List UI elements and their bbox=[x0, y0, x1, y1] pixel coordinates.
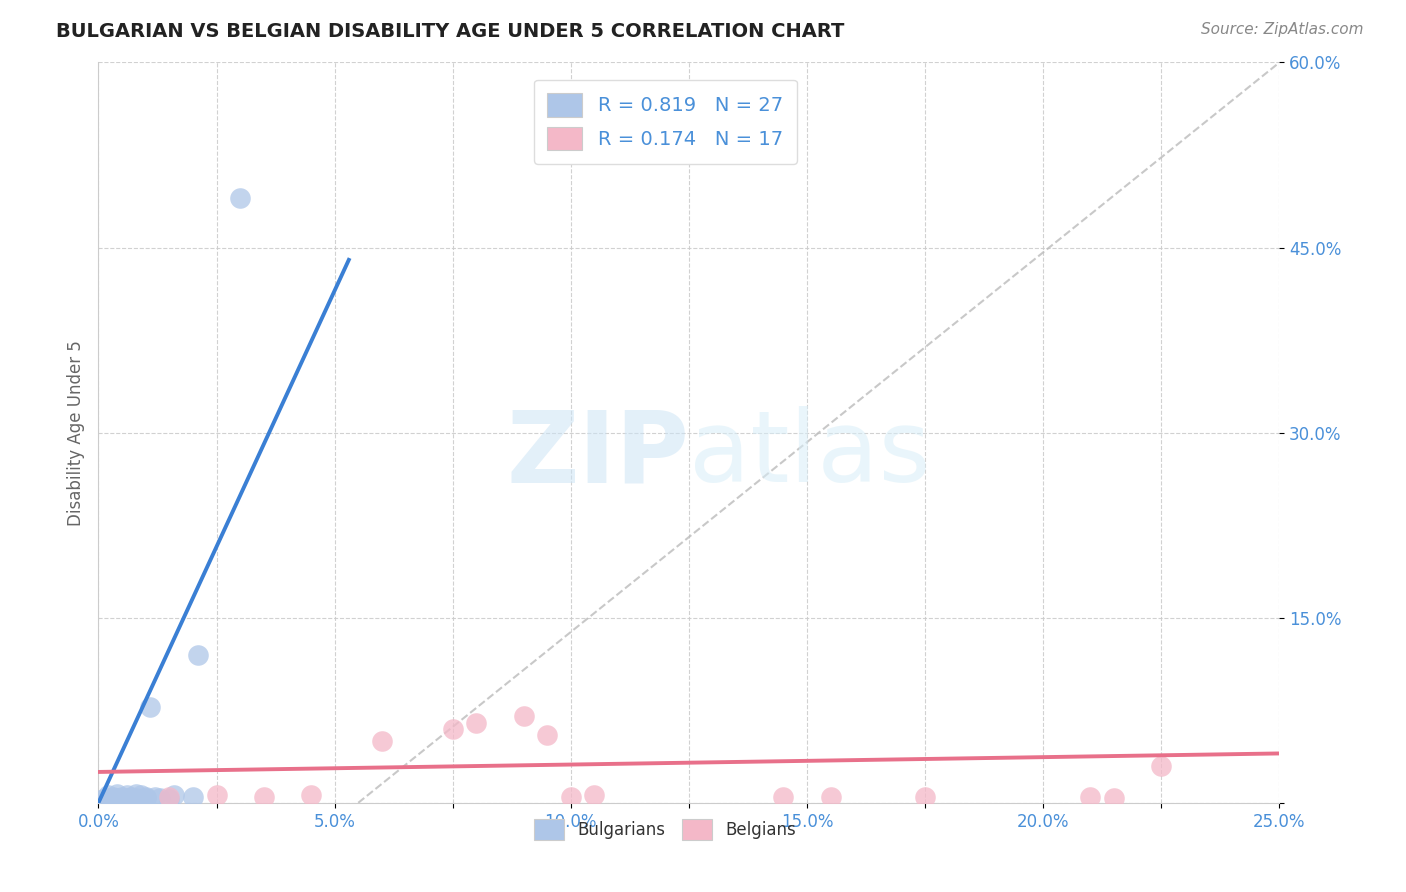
Point bbox=[135, 790, 157, 805]
Point bbox=[115, 790, 138, 805]
Point bbox=[181, 789, 204, 804]
Point bbox=[91, 792, 114, 806]
Point bbox=[121, 792, 143, 806]
Point bbox=[111, 789, 134, 804]
Point bbox=[465, 715, 488, 730]
Point bbox=[229, 191, 252, 205]
Point bbox=[187, 648, 209, 662]
Point bbox=[441, 722, 464, 736]
Point bbox=[111, 792, 134, 806]
Point bbox=[583, 789, 606, 803]
Point bbox=[371, 734, 394, 748]
Text: BULGARIAN VS BELGIAN DISABILITY AGE UNDER 5 CORRELATION CHART: BULGARIAN VS BELGIAN DISABILITY AGE UNDE… bbox=[56, 22, 845, 41]
Point bbox=[121, 789, 143, 804]
Point bbox=[772, 789, 794, 804]
Point bbox=[129, 789, 152, 803]
Point bbox=[536, 728, 558, 742]
Point bbox=[101, 789, 124, 804]
Point bbox=[149, 790, 172, 805]
Text: atlas: atlas bbox=[689, 407, 931, 503]
Point bbox=[101, 792, 124, 806]
Point bbox=[163, 789, 186, 803]
Point bbox=[157, 789, 180, 804]
Point bbox=[157, 792, 180, 806]
Point bbox=[1150, 758, 1173, 772]
Point bbox=[125, 787, 148, 801]
Point bbox=[139, 699, 162, 714]
Point bbox=[111, 792, 134, 806]
Point bbox=[105, 787, 128, 801]
Point bbox=[125, 790, 148, 805]
Point bbox=[914, 789, 936, 804]
Point bbox=[1080, 789, 1102, 804]
Point bbox=[560, 789, 582, 804]
Point bbox=[253, 789, 276, 804]
Y-axis label: Disability Age Under 5: Disability Age Under 5 bbox=[66, 340, 84, 525]
Point bbox=[1102, 790, 1125, 805]
Point bbox=[299, 789, 322, 803]
Point bbox=[512, 709, 534, 723]
Point bbox=[143, 789, 166, 804]
Point bbox=[105, 790, 128, 805]
Point bbox=[115, 789, 138, 803]
Point bbox=[820, 789, 842, 804]
Text: ZIP: ZIP bbox=[506, 407, 689, 503]
Point bbox=[135, 789, 157, 804]
Point bbox=[97, 789, 120, 803]
Point bbox=[97, 790, 120, 805]
Text: Source: ZipAtlas.com: Source: ZipAtlas.com bbox=[1201, 22, 1364, 37]
Legend: Bulgarians, Belgians: Bulgarians, Belgians bbox=[527, 813, 803, 847]
Point bbox=[205, 789, 228, 803]
